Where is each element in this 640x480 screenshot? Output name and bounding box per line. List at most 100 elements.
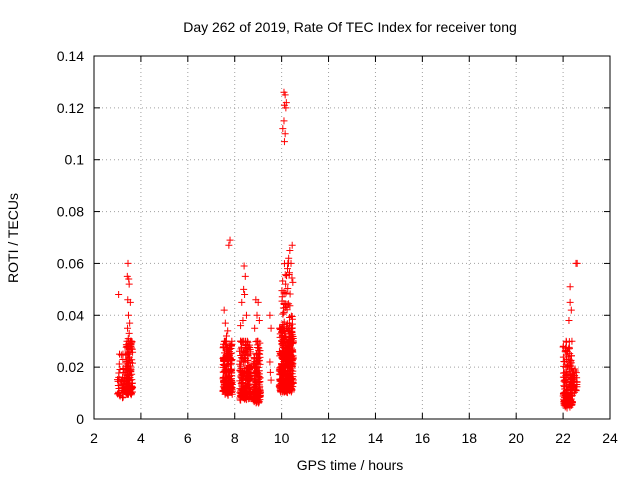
data-point — [224, 391, 232, 399]
data-point — [219, 387, 227, 395]
data-point — [276, 367, 284, 375]
data-point — [285, 254, 293, 262]
data-point — [283, 272, 291, 280]
data-point — [286, 359, 294, 367]
data-point — [278, 360, 286, 368]
data-point — [566, 283, 574, 291]
data-point — [124, 357, 132, 365]
data-point — [266, 358, 274, 366]
data-point — [559, 392, 567, 400]
data-point — [255, 316, 263, 324]
data-point — [226, 345, 234, 353]
data-point — [127, 367, 135, 375]
data-point — [266, 311, 274, 319]
data-point — [267, 324, 275, 332]
data-point — [256, 388, 264, 396]
data-point — [125, 280, 133, 288]
data-point — [280, 117, 288, 125]
data-point — [286, 337, 294, 345]
data-point — [226, 236, 234, 244]
data-point — [563, 402, 571, 410]
data-point — [281, 383, 289, 391]
x-tick-label: 14 — [368, 430, 384, 446]
data-point — [277, 377, 285, 385]
data-point — [241, 374, 249, 382]
data-point — [246, 371, 254, 379]
x-tick-label: 16 — [415, 430, 431, 446]
grid-lines — [94, 56, 610, 419]
data-point — [242, 383, 250, 391]
data-point — [283, 384, 291, 392]
data-point — [283, 360, 291, 368]
data-point — [251, 368, 259, 376]
data-point — [237, 345, 245, 353]
x-tick-label: 8 — [231, 430, 239, 446]
data-point — [559, 373, 567, 381]
data-point — [124, 335, 132, 343]
data-point — [561, 378, 569, 386]
y-tick-label: 0 — [76, 411, 84, 427]
data-point — [220, 337, 228, 345]
data-point — [239, 316, 247, 324]
data-point — [283, 303, 291, 311]
data-point — [281, 271, 289, 279]
data-point — [280, 138, 288, 146]
data-point — [126, 298, 134, 306]
data-point — [563, 362, 571, 370]
data-point — [560, 382, 568, 390]
data-point — [227, 365, 235, 373]
data-point — [224, 350, 232, 358]
data-point — [126, 349, 134, 357]
data-point — [565, 316, 573, 324]
data-point — [236, 377, 244, 385]
data-point — [250, 359, 258, 367]
data-point — [128, 338, 136, 346]
data-point — [561, 385, 569, 393]
data-point — [222, 373, 230, 381]
data-point — [116, 365, 124, 373]
data-point — [119, 393, 127, 401]
data-point — [569, 381, 577, 389]
data-point — [573, 259, 581, 267]
data-point — [276, 386, 284, 394]
data-point — [566, 298, 574, 306]
data-point — [221, 319, 229, 327]
data-point — [282, 280, 290, 288]
data-point — [115, 360, 123, 368]
y-axis-label: ROTI / TECUs — [5, 193, 21, 283]
data-point — [286, 290, 294, 298]
y-tick-label: 0.08 — [57, 204, 84, 220]
data-point — [281, 334, 289, 342]
data-point — [284, 265, 291, 273]
data-point — [255, 350, 263, 358]
data-points — [114, 88, 581, 412]
data-point — [252, 380, 260, 388]
data-point — [277, 387, 285, 395]
data-point — [252, 395, 260, 403]
data-point — [279, 338, 287, 346]
data-point — [225, 385, 233, 393]
data-point — [237, 322, 245, 330]
data-point — [240, 358, 248, 366]
data-point — [287, 385, 295, 393]
data-point — [238, 382, 246, 390]
data-point — [241, 272, 249, 280]
data-point — [568, 372, 576, 380]
data-point — [254, 298, 262, 306]
data-point — [562, 338, 570, 346]
x-tick-label: 6 — [184, 430, 192, 446]
data-point — [241, 291, 249, 299]
data-point — [283, 324, 291, 332]
data-point — [284, 372, 292, 380]
axis-ticks: 2 4 6 8 10 12 14 16 18 20 22 2400.020.040.060.080.1… — [57, 48, 618, 446]
data-point — [240, 337, 248, 345]
data-point — [567, 306, 575, 314]
x-tick-label: 2 — [90, 430, 98, 446]
data-point — [224, 327, 232, 335]
x-tick-label: 12 — [321, 430, 337, 446]
data-point — [126, 319, 134, 327]
data-point — [221, 367, 229, 375]
data-point — [122, 351, 130, 359]
